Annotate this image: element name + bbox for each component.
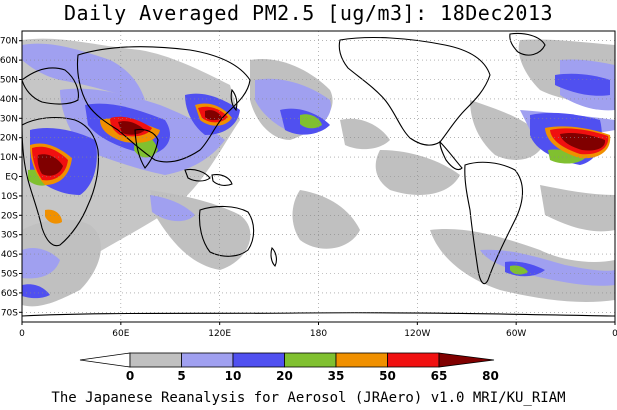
pm-level-1-areas — [22, 38, 615, 307]
coastline-antarctica — [22, 312, 615, 317]
lat-tick-label: 60S — [1, 289, 18, 299]
lon-tick-label: 180 — [310, 329, 327, 339]
lon-tick-label: 120W — [404, 329, 430, 339]
coastline-japan — [230, 88, 238, 112]
coastline-africa — [22, 116, 99, 247]
lat-tick-label: 50S — [1, 270, 18, 280]
colorbar-label: 50 — [379, 369, 396, 383]
lon-tick-label: 60E — [112, 329, 129, 339]
colorbar-segment — [181, 352, 234, 368]
coastline-europe — [22, 67, 79, 105]
lat-tick-label: 20S — [1, 211, 18, 221]
coastline-south-america — [464, 161, 524, 285]
colorbar-label: 5 — [177, 369, 185, 383]
lat-tick-label: 30N — [0, 114, 18, 124]
colorbar-label: 80 — [482, 369, 499, 383]
colorbar-label: 10 — [225, 369, 242, 383]
lat-tick-label: 40N — [0, 95, 18, 105]
colorbar-segment — [232, 352, 285, 368]
colorbar-segment — [129, 352, 182, 368]
colorbar-segment-end — [438, 352, 495, 368]
coastline-new-zealand — [270, 246, 277, 267]
lat-tick-label: 10S — [1, 192, 18, 202]
colorbar-segment — [335, 352, 388, 368]
lon-tick-label: 0 — [19, 329, 25, 339]
lon-tick-label: 120E — [208, 329, 231, 339]
lat-tick-label: EQ — [5, 173, 18, 183]
coastline-greenland — [509, 32, 546, 56]
map-gridlines — [22, 31, 615, 322]
lat-tick-label: 40S — [1, 250, 18, 260]
coastline-north-america — [338, 36, 491, 146]
colorbar-label: 20 — [276, 369, 293, 383]
colorbar-label: 0 — [126, 369, 134, 383]
colorbar-label: 35 — [328, 369, 345, 383]
coastline-central-america — [439, 140, 463, 171]
lat-tick-label: 70S — [1, 308, 18, 318]
colorbar-label: 65 — [431, 369, 448, 383]
coastline-australia — [198, 205, 255, 257]
lon-tick-label: 0 — [612, 329, 617, 339]
colorbar-segment-start — [79, 352, 131, 368]
latitude-axis: 70N 60N 50N 40N 30N 20N 10N EQ 10S 20S 30S 40S 50S 60… — [0, 37, 22, 318]
colorbar-segment — [284, 352, 337, 368]
lon-tick-label: 60W — [506, 329, 526, 339]
lat-tick-label: 30S — [1, 231, 18, 241]
colorbar-segment — [387, 352, 440, 368]
lat-tick-label: 70N — [0, 37, 18, 47]
pm-level-7-areas — [37, 110, 606, 176]
colorbar-legend: 0 5 10 20 35 50 65 80 — [79, 352, 499, 383]
coastline-india — [134, 128, 159, 169]
lat-tick-label: 50N — [0, 76, 18, 86]
lat-tick-label: 20N — [0, 134, 18, 144]
footer-credit: The Japanese Reanalysis for Aerosol (JRA… — [51, 390, 566, 406]
lat-tick-label: 10N — [0, 153, 18, 163]
page-title: Daily Averaged PM2.5 [ug/m3]: 18Dec2013 — [63, 1, 554, 25]
coastlines — [22, 32, 615, 317]
lat-tick-label: 60N — [0, 56, 18, 66]
coastline-asia — [76, 46, 251, 163]
coastline-sea-islands — [184, 168, 233, 186]
longitude-axis: 0 60E 120E 180 120W 60W 0 — [19, 322, 617, 339]
